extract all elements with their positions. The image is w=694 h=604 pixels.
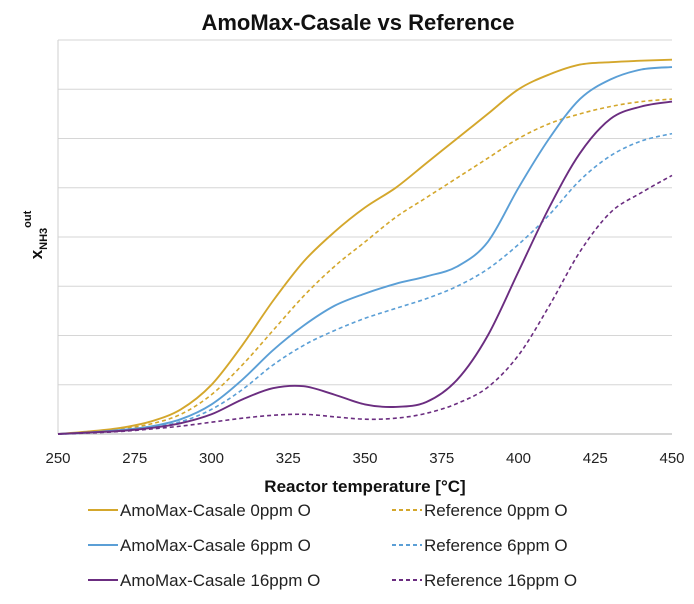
legend-label: AmoMax-Casale 16ppm O	[120, 571, 320, 590]
axes	[57, 40, 672, 435]
legend-label: Reference 6ppm O	[424, 536, 568, 555]
x-tick-label: 375	[429, 450, 454, 467]
legend-label: AmoMax-Casale 0ppm O	[120, 501, 311, 520]
series-line-6	[57, 174, 673, 435]
x-tick-labels: 250 275 300 325 350 375 400 425 450	[45, 450, 684, 467]
legend-item: Reference 0ppm O	[392, 501, 568, 520]
legend-label: Reference 16ppm O	[424, 571, 577, 590]
x-tick-label: 450	[659, 450, 684, 467]
x-tick-label: 400	[506, 450, 531, 467]
series-line-1	[57, 58, 673, 435]
x-tick-label: 325	[276, 450, 301, 467]
x-tick-label: 350	[352, 450, 377, 467]
x-tick-label: 250	[45, 450, 70, 467]
series-line-3	[57, 66, 673, 435]
legend-label: Reference 0ppm O	[424, 501, 568, 520]
y-axis-label-main: x	[27, 249, 46, 259]
y-axis-label: xNH3 out	[22, 210, 50, 259]
legend-item: Reference 6ppm O	[392, 536, 568, 555]
series-line-4	[57, 132, 673, 435]
legend-item: AmoMax-Casale 6ppm O	[88, 536, 311, 555]
x-tick-label: 300	[199, 450, 224, 467]
x-tick-label: 275	[122, 450, 147, 467]
y-axis-label-sup: out	[22, 210, 34, 227]
svg-text:xNH3out: xNH3 out	[22, 210, 50, 259]
legend: AmoMax-Casale 0ppm O Reference 0ppm O AmoM…	[88, 501, 577, 590]
series-line-2	[57, 98, 673, 435]
series-line-5	[57, 100, 673, 435]
y-axis-label-sub: NH3	[38, 228, 50, 250]
legend-item: AmoMax-Casale 16ppm O	[88, 571, 320, 590]
series-lines	[57, 58, 673, 435]
x-axis-label: Reactor temperature [°C]	[264, 477, 465, 496]
chart-title: AmoMax-Casale vs Reference	[201, 10, 514, 35]
x-tick-label: 425	[583, 450, 608, 467]
legend-label: AmoMax-Casale 6ppm O	[120, 536, 311, 555]
legend-item: Reference 16ppm O	[392, 571, 577, 590]
legend-item: AmoMax-Casale 0ppm O	[88, 501, 311, 520]
